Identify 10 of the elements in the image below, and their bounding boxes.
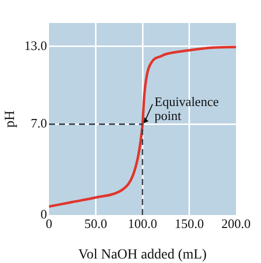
y-tick-label: 13.0 xyxy=(24,38,47,53)
x-tick-label: 100.0 xyxy=(128,216,158,232)
annotation: Equivalence point xyxy=(154,94,219,124)
y-tick-label: 0 xyxy=(40,206,47,222)
x-tick-label: 200.0 xyxy=(221,216,251,232)
x-tick-label: 50.0 xyxy=(84,216,108,232)
x-tick-label: 150.0 xyxy=(174,216,204,232)
x-axis-title: Vol NaOH added (mL) xyxy=(78,247,208,262)
y-tick-label: 7.0 xyxy=(30,116,47,131)
y-axis-title: pH xyxy=(3,110,18,128)
